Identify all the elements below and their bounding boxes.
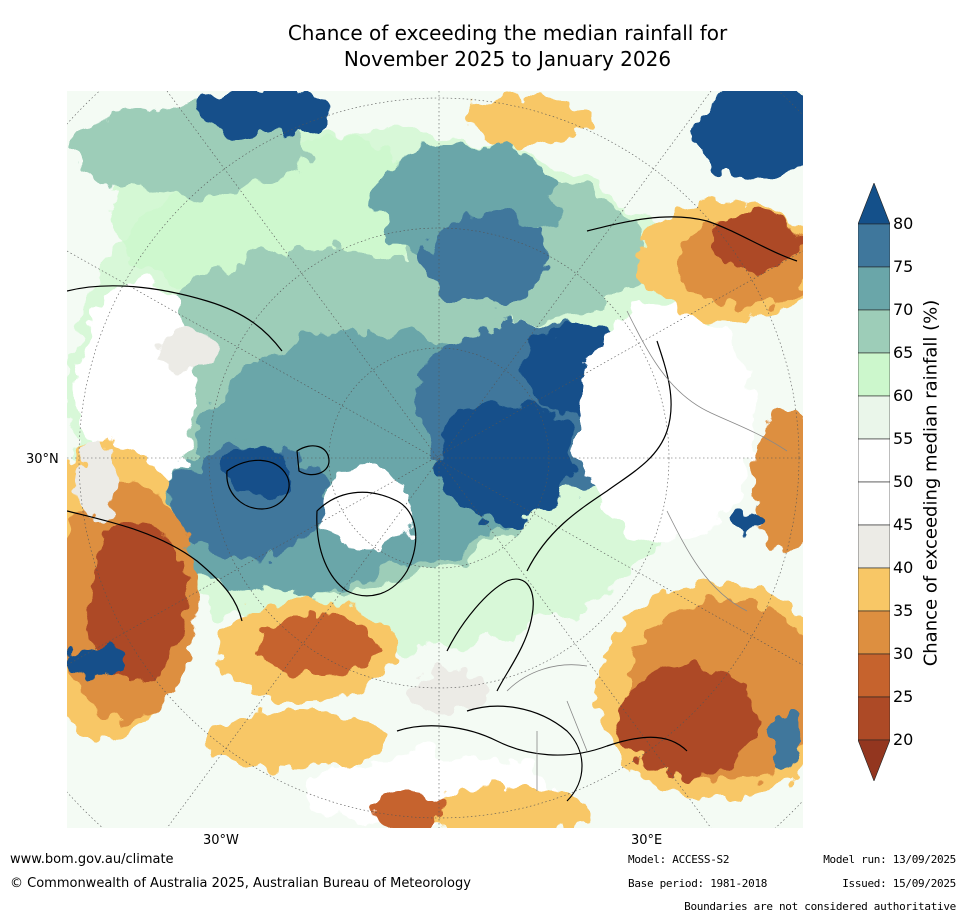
colorbar-tick-35: 35 bbox=[893, 601, 914, 620]
country-borders bbox=[506, 310, 788, 791]
footer-website: www.bom.gov.au/climate bbox=[10, 852, 174, 867]
colorbar-tick-80: 80 bbox=[893, 214, 914, 233]
colorbar-tick-30: 30 bbox=[893, 644, 914, 663]
colorbar-band-25-30 bbox=[858, 653, 890, 698]
colorbar-band-20-25 bbox=[858, 696, 890, 741]
colorbar-band-40-45 bbox=[858, 524, 890, 569]
colorbar-tick-40: 40 bbox=[893, 558, 914, 577]
colorbar-tick-55: 55 bbox=[893, 429, 914, 448]
colorbar-band-45-50 bbox=[858, 481, 890, 526]
colorbar-band-30-35 bbox=[858, 610, 890, 655]
map-canvas bbox=[67, 91, 803, 828]
probability-fill-layer bbox=[67, 91, 803, 828]
colorbar-tick-75: 75 bbox=[893, 257, 914, 276]
colorbar-tick-60: 60 bbox=[893, 386, 914, 405]
colorbar-band-60-65 bbox=[858, 352, 890, 397]
colorbar-band-35-40 bbox=[858, 567, 890, 612]
footer-base-period: Base period: 1981-2018 bbox=[628, 877, 768, 890]
footer-issued: Issued: 15/09/2025 bbox=[842, 877, 956, 890]
colorbar bbox=[858, 183, 890, 781]
colorbar-tick-25: 25 bbox=[893, 687, 914, 706]
title-line-2: November 2025 to January 2026 bbox=[343, 47, 672, 71]
colorbar-band-55-60 bbox=[858, 395, 890, 440]
colorbar-tick-70: 70 bbox=[893, 300, 914, 319]
latitude-label-30n: 30°N bbox=[26, 452, 59, 467]
longitude-label-30e: 30°E bbox=[631, 833, 663, 848]
colorbar-overflow-high bbox=[858, 183, 890, 225]
colorbar-tick-45: 45 bbox=[893, 515, 914, 534]
colorbar-tick-65: 65 bbox=[893, 343, 914, 362]
map-title: Chance of exceeding the median rainfall … bbox=[0, 20, 965, 72]
footer-model-run: Model run: 13/09/2025 bbox=[823, 853, 956, 866]
colorbar-overflow-low bbox=[858, 739, 890, 781]
footer-copyright: © Commonwealth of Australia 2025, Austra… bbox=[10, 876, 471, 891]
longitude-label-30w: 30°W bbox=[203, 833, 239, 848]
colorbar-title: Chance of exceeding median rainfall (%) bbox=[920, 299, 942, 667]
title-line-1: Chance of exceeding the median rainfall … bbox=[287, 21, 728, 45]
rainfall-probability-map bbox=[67, 91, 803, 828]
colorbar-band-70-75 bbox=[858, 266, 890, 311]
colorbar-tick-20: 20 bbox=[893, 730, 914, 749]
colorbar-band-65-70 bbox=[858, 309, 890, 354]
footer-model: Model: ACCESS-S2 bbox=[628, 853, 730, 866]
colorbar-band-50-55 bbox=[858, 438, 890, 483]
colorbar-band-75-80 bbox=[858, 223, 890, 268]
colorbar-tick-50: 50 bbox=[893, 472, 914, 491]
footer-disclaimer: Boundaries are not considered authoritat… bbox=[684, 900, 956, 913]
coastlines bbox=[67, 216, 798, 802]
